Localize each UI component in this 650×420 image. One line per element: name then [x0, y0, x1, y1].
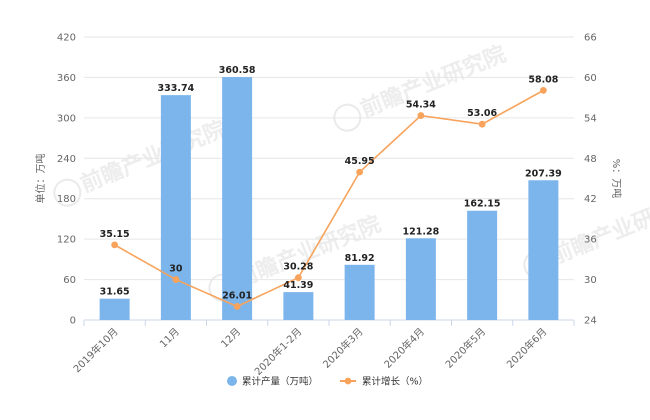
x-tick-label: 12月	[219, 326, 244, 351]
x-tick-label: 2019年10月	[70, 325, 120, 375]
line-point[interactable]	[294, 274, 302, 282]
y-right-tick-label: 48	[584, 154, 597, 165]
legend-item-output[interactable]: 累计产量（万吨）	[227, 376, 318, 388]
bar[interactable]	[405, 238, 436, 320]
bar-value-label: 207.39	[525, 168, 562, 179]
line-value-label: 30.28	[283, 262, 313, 273]
line-value-label: 26.01	[222, 290, 252, 301]
line-point[interactable]	[356, 168, 364, 176]
legend-line-label: 累计增长（%）	[362, 376, 428, 388]
bar[interactable]	[283, 292, 314, 320]
line-point[interactable]	[539, 86, 547, 94]
y-right-tick-label: 36	[584, 235, 597, 246]
line-value-label: 45.95	[345, 156, 375, 167]
bar-value-label: 121.28	[403, 226, 440, 237]
bar-value-label: 333.74	[158, 83, 195, 94]
bar-value-label: 81.92	[345, 253, 375, 264]
bar[interactable]	[160, 95, 191, 321]
y-right-tick-label: 42	[584, 194, 597, 205]
y-right-tick-label: 60	[584, 73, 597, 84]
svg-text:前瞻产业研究院: 前瞻产业研究院	[547, 188, 650, 270]
line-value-label: 35.15	[100, 229, 130, 240]
line-point[interactable]	[172, 276, 180, 283]
gridlines	[84, 36, 574, 321]
x-tick-label: 2020年5月	[442, 325, 488, 371]
y-right-axis-title: %：万吨	[610, 159, 623, 199]
svg-text:前瞻产业研究院: 前瞻产业研究院	[77, 116, 230, 198]
y-right-tick-label: 66	[584, 33, 597, 44]
growth-line	[114, 89, 544, 308]
y-left-axis-title: 单位：万吨	[34, 154, 47, 204]
x-tick-label: 2020年6月	[504, 325, 550, 371]
y-left-tick-label: 420	[57, 33, 76, 44]
y-left-tick-label: 360	[57, 73, 76, 84]
legend-item-growth[interactable]: 累计增长（%）	[340, 376, 428, 388]
x-tick-label: 2020年3月	[320, 325, 366, 371]
line-value-label: 30	[169, 264, 183, 275]
bar-value-label: 162.15	[464, 199, 501, 210]
y-left-tick-label: 180	[57, 194, 76, 205]
bar[interactable]	[344, 264, 375, 320]
bar-value-label: 41.39	[283, 280, 313, 291]
watermark: 前瞻产业研究院	[333, 41, 509, 132]
x-tick-label: 11月	[157, 326, 182, 351]
legend-line-marker	[344, 377, 352, 385]
y-left-tick-label: 60	[63, 275, 76, 286]
bar[interactable]	[222, 77, 253, 320]
line-value-label: 53.06	[467, 108, 497, 119]
bar-series	[99, 77, 559, 321]
legend[interactable]: 累计产量（万吨） 累计增长（%）	[227, 376, 428, 388]
bar-value-label: 360.58	[219, 65, 256, 76]
bar[interactable]	[528, 180, 559, 320]
line-value-label: 54.34	[406, 100, 436, 111]
x-tick-label: 2020年1-2月	[252, 325, 305, 378]
y-left-tick-label: 240	[57, 154, 76, 165]
line-point[interactable]	[111, 241, 119, 249]
y-right-tick-label: 24	[584, 316, 597, 327]
data-labels: 31.65 333.74 360.58 41.39 81.92 121.28 162.15 2…	[100, 65, 562, 301]
bar[interactable]	[99, 298, 130, 320]
y-left-tick-label: 120	[57, 235, 76, 246]
y-left-tick-label: 300	[57, 113, 76, 124]
line-value-label: 58.08	[528, 74, 558, 85]
line-point[interactable]	[478, 120, 486, 128]
y-left-tick-label: 0	[70, 316, 76, 327]
watermark: 前瞻产业研究院	[53, 116, 230, 207]
y-right-tick-label: 54	[584, 113, 597, 124]
bar-value-label: 31.65	[100, 287, 130, 298]
line-series	[111, 86, 547, 310]
line-point[interactable]	[417, 112, 425, 119]
legend-bar-symbol	[227, 376, 237, 386]
bar[interactable]	[467, 210, 498, 320]
legend-bar-label: 累计产量（万吨）	[242, 376, 318, 388]
line-point[interactable]	[233, 303, 241, 310]
x-tick-label: 2020年4月	[381, 325, 427, 371]
y-right-tick-label: 30	[584, 275, 597, 286]
